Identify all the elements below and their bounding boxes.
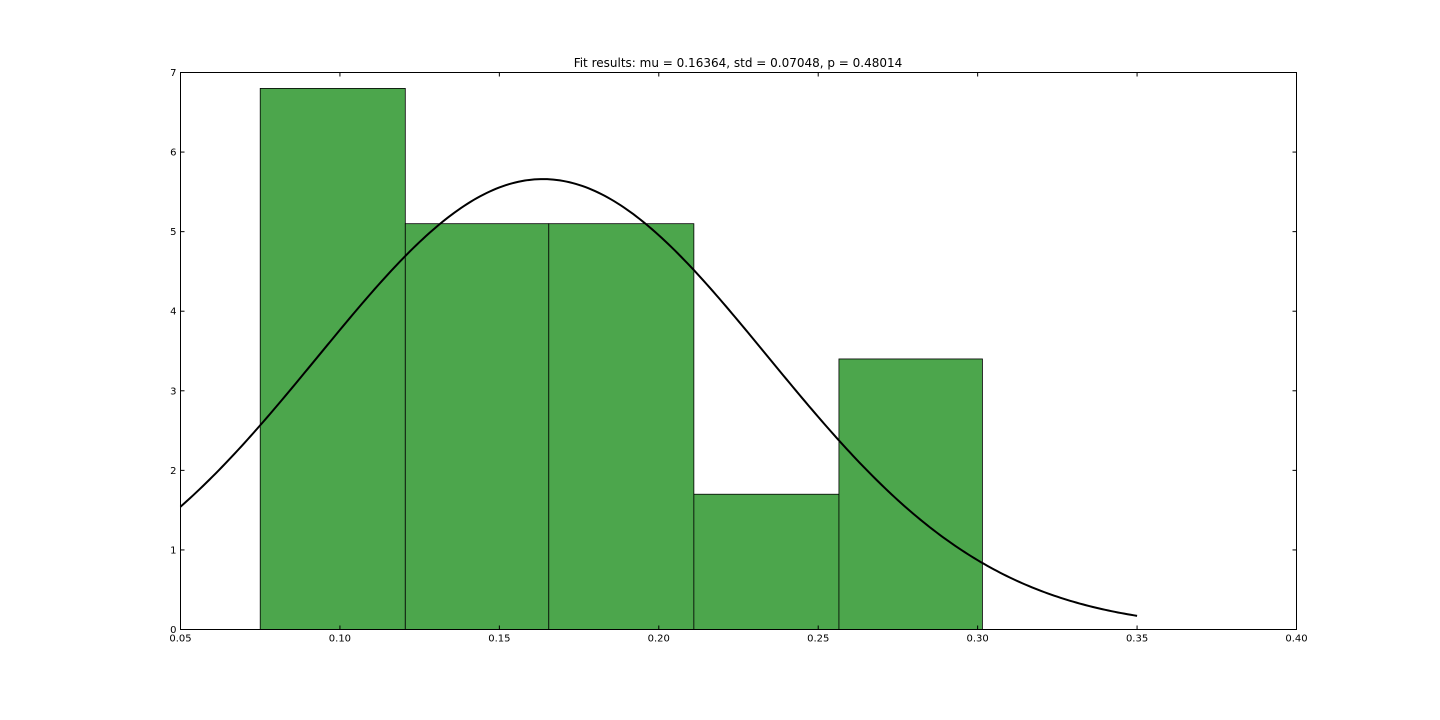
plot-frame <box>180 72 1297 630</box>
y-axis-ticks: 0 1 2 3 4 5 6 7 <box>170 68 1297 636</box>
x-tick-label: 0.10 <box>329 634 351 645</box>
x-axis-ticks: 0.05 0.10 0.15 0.20 0.25 0.30 0.35 0.40 <box>169 72 1308 645</box>
x-tick-label: 0.35 <box>1126 634 1148 645</box>
y-tick-label: 5 <box>170 227 176 238</box>
histogram-bar-1 <box>259 88 406 630</box>
y-tick-label: 3 <box>170 386 176 397</box>
x-tick-label: 0.25 <box>807 634 829 645</box>
histogram-bar-5 <box>838 358 983 630</box>
y-tick-label: 0 <box>170 625 176 636</box>
histogram-bar-3 <box>548 223 695 630</box>
histogram-bar-4 <box>693 493 840 630</box>
chart-title: Fit results: mu = 0.16364, std = 0.07048… <box>574 56 903 70</box>
x-tick-label: 0.15 <box>488 634 510 645</box>
y-tick-label: 6 <box>170 148 176 159</box>
y-tick-label: 4 <box>170 307 176 318</box>
x-tick-label: 0.40 <box>1285 634 1307 645</box>
histogram-bars <box>259 88 983 630</box>
histogram-bar-2 <box>404 223 550 630</box>
x-tick-label: 0.20 <box>648 634 670 645</box>
x-tick-label: 0.05 <box>169 634 191 645</box>
y-tick-label: 1 <box>170 545 176 556</box>
fit-curve-layer <box>179 178 1138 617</box>
y-tick-label: 2 <box>170 466 176 477</box>
normal-fit-curve <box>179 178 1138 617</box>
x-tick-label: 0.30 <box>967 634 989 645</box>
y-tick-label: 7 <box>170 68 176 79</box>
